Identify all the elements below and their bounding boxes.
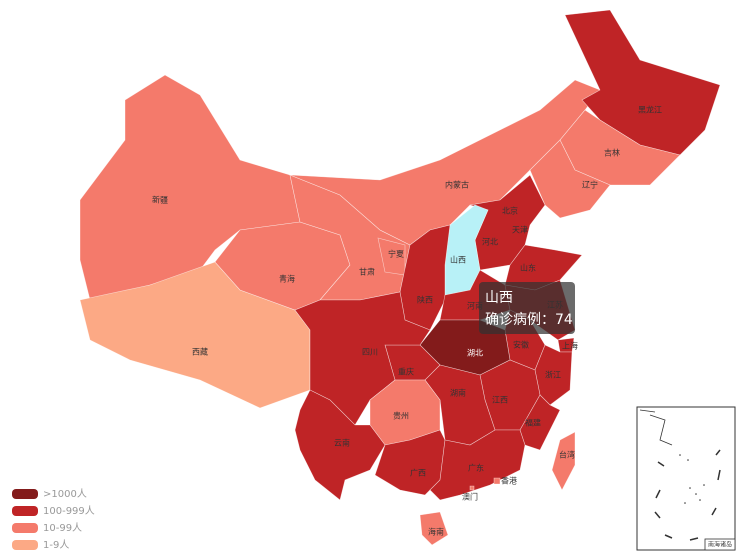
province <box>429 429 526 501</box>
tooltip-title: 山西 <box>485 290 513 306</box>
province-label: 青海 <box>279 274 295 284</box>
legend-swatch <box>12 489 38 499</box>
legend-label: 1-9人 <box>43 539 69 551</box>
province-label: 黑龙江 <box>638 105 662 115</box>
legend-swatch <box>12 540 38 550</box>
legend-label: 10-99人 <box>43 522 82 534</box>
province-label: 香港 <box>501 476 517 486</box>
legend-label: >1000人 <box>43 488 87 500</box>
province-label: 宁夏 <box>388 249 404 259</box>
province-label: 浙江 <box>545 370 561 380</box>
tooltip-label: 确诊病例： <box>485 312 555 328</box>
province-label: 内蒙古 <box>445 180 469 190</box>
province-label: 陕西 <box>417 295 433 305</box>
tooltip: 山西 确诊病例：74 <box>479 282 575 334</box>
province-label: 河南 <box>467 301 483 311</box>
province-label: 天津 <box>512 225 528 235</box>
province-label: 上海 <box>562 341 578 351</box>
legend-label: 100-999人 <box>43 505 95 517</box>
province-label: 新疆 <box>152 195 168 205</box>
tooltip-line: 确诊病例：74 <box>485 312 573 328</box>
province-label: 广东 <box>468 463 484 473</box>
province-label: 四川 <box>362 348 378 357</box>
province-label: 福建 <box>525 418 541 428</box>
province-label: 广西 <box>410 468 426 478</box>
province-label: 江西 <box>492 396 508 405</box>
inset-label: 南海诸岛 <box>708 541 732 549</box>
province-label: 湖北 <box>467 349 483 358</box>
province-label: 贵州 <box>393 411 409 421</box>
province-label: 湖南 <box>450 388 466 398</box>
province-label: 山东 <box>520 263 536 273</box>
province <box>529 139 611 219</box>
province-label: 河北 <box>482 237 498 247</box>
province-label: 云南 <box>334 438 350 448</box>
province-label: 安徽 <box>513 340 529 350</box>
province-label: 海南 <box>428 527 444 537</box>
province-label: 台湾 <box>559 450 575 460</box>
province-label: 重庆 <box>398 367 414 377</box>
province-label: 甘肃 <box>359 267 375 277</box>
province <box>469 485 475 491</box>
south-sea-inset: 南海诸岛 <box>636 406 736 551</box>
province-label: 西藏 <box>192 347 208 357</box>
province <box>551 431 576 491</box>
province-label: 辽宁 <box>582 180 598 190</box>
province <box>493 477 501 485</box>
province <box>294 389 386 501</box>
province-label: 北京 <box>502 206 518 216</box>
province-label: 澳门 <box>462 492 478 502</box>
province-label: 吉林 <box>604 148 620 158</box>
tooltip-value: 74 <box>555 312 573 328</box>
province <box>419 511 449 546</box>
legend-swatch <box>12 506 38 516</box>
province-label: 山西 <box>450 255 466 265</box>
legend-swatch <box>12 523 38 533</box>
